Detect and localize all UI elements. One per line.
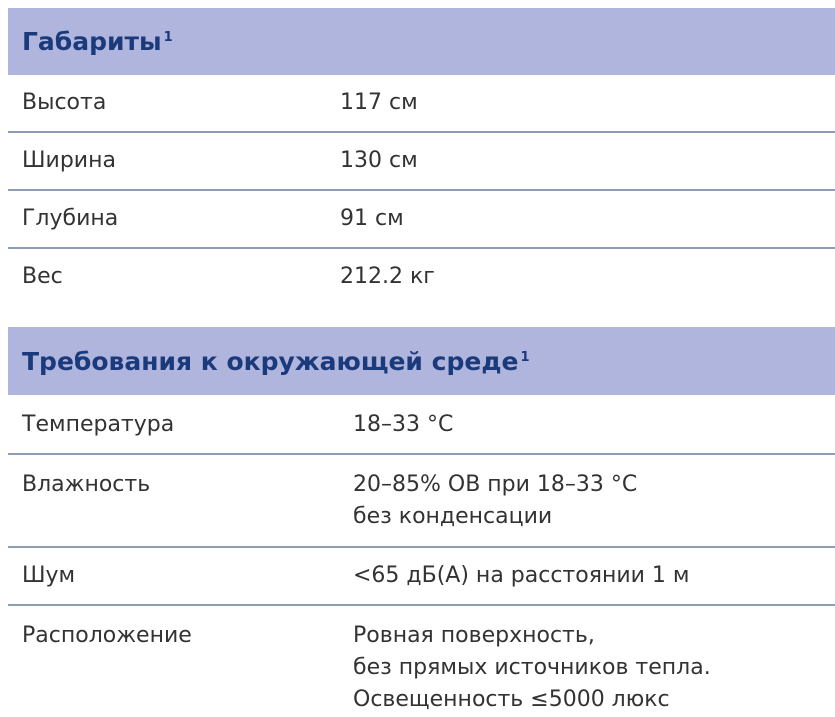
table-row: Шум <65 дБ(А) на расстоянии 1 м [8,548,835,606]
row-value: 130 см [340,148,418,173]
footnote-marker: 1 [163,30,173,45]
row-label: Температура [22,412,175,437]
table-row: Температура 18–33 °C [8,395,835,455]
row-label: Высота [22,90,107,115]
environment-header: Требования к окружающей среде 1 [8,327,835,395]
table-row: Расположение Ровная поверхность, без прям… [8,606,835,717]
row-value: <65 дБ(А) на расстоянии 1 м [353,563,690,588]
row-value: 20–85% ОВ при 18–33 °C без конденсации [353,472,638,529]
row-label: Ширина [22,148,116,173]
table-row: Влажность 20–85% ОВ при 18–33 °C без конд… [8,455,835,548]
dimensions-header: Габариты 1 [8,8,835,75]
section-title: Габариты [22,27,162,56]
row-value: 91 см [340,206,404,231]
row-value: 117 см [340,90,418,115]
row-label: Расположение [22,623,192,648]
table-row: Высота 117 см [8,75,835,133]
row-label: Глубина [22,206,119,231]
row-label: Влажность [22,472,151,497]
row-label: Вес [22,264,63,289]
footnote-marker: 1 [520,349,530,365]
row-value: Ровная поверхность, без прямых источнико… [353,623,711,712]
section-title: Требования к окружающей среде [22,346,519,376]
row-value: 212.2 кг [340,264,435,289]
table-row: Глубина 91 см [8,191,835,249]
row-value: 18–33 °C [353,412,454,437]
table-row: Ширина 130 см [8,133,835,191]
table-row: Вес 212.2 кг [8,249,835,307]
row-label: Шум [22,563,76,588]
